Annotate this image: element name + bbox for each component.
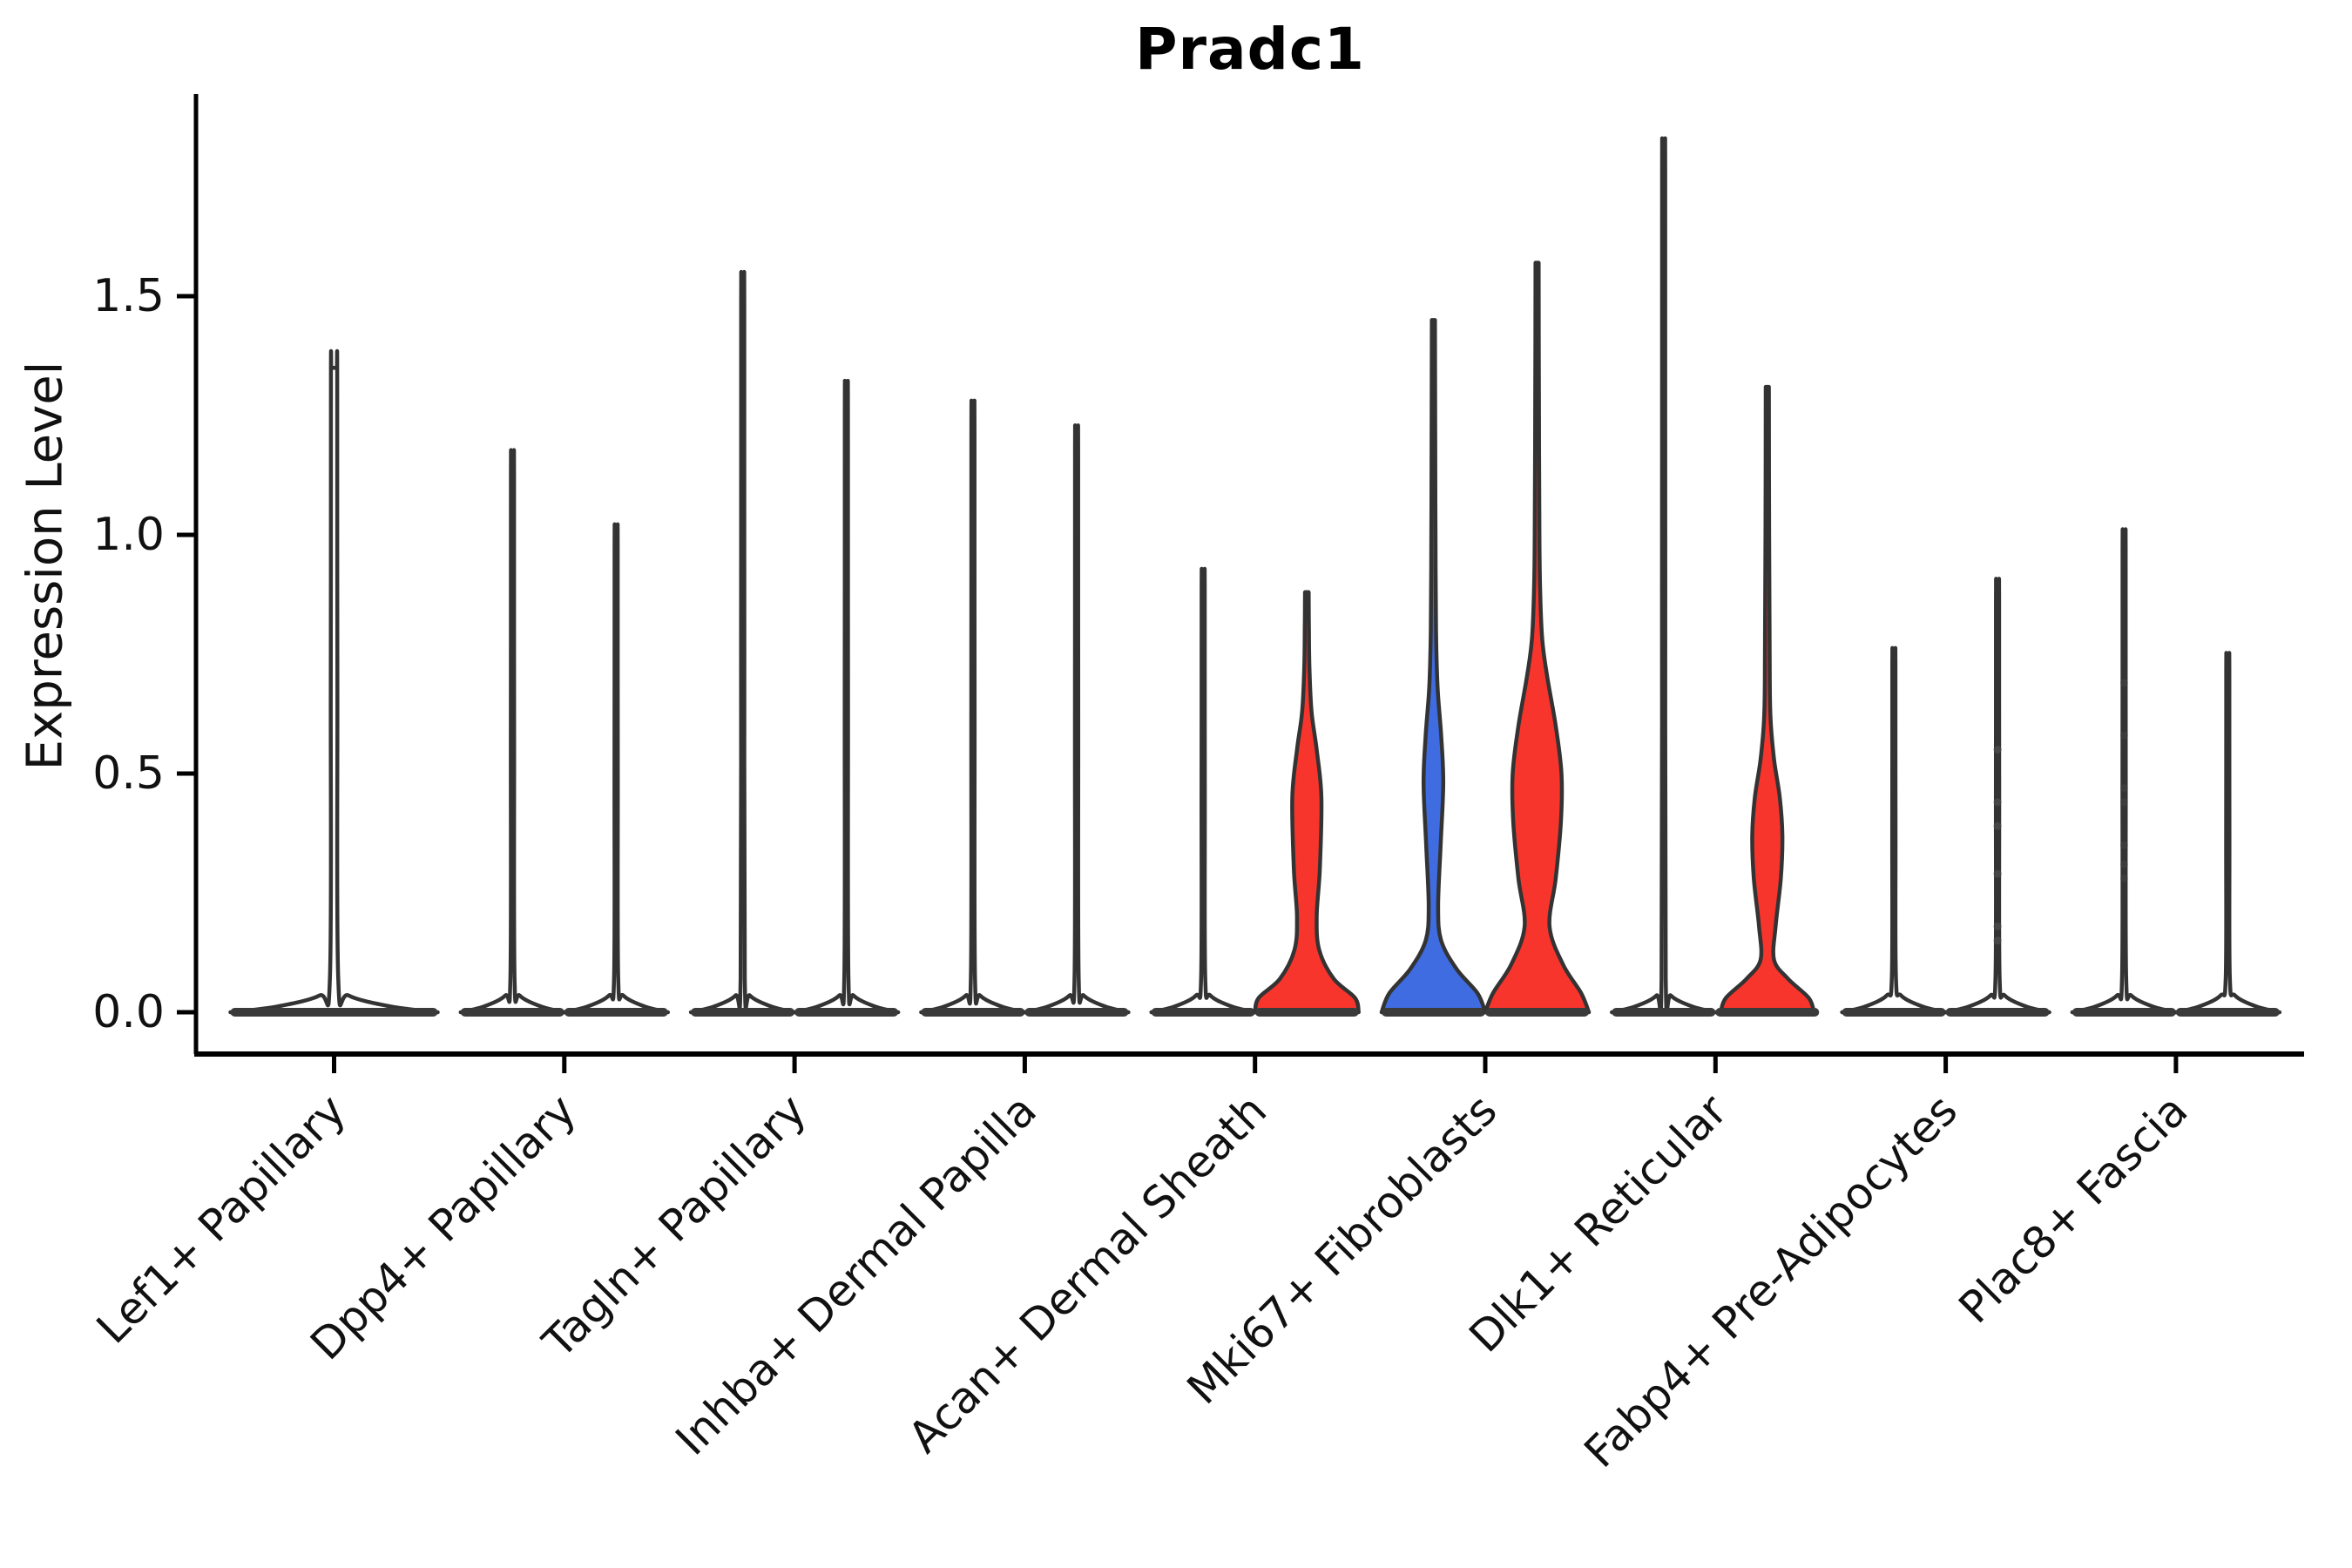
jitter-point [2119, 875, 2128, 883]
category-tick-label: Lef1+ Papillary [87, 1085, 355, 1353]
violin-base-bar [921, 1008, 1025, 1017]
category-tick-label: Plac8+ Fascia [1950, 1085, 2198, 1333]
jitter-point [2119, 783, 2128, 792]
violin-outline [1149, 566, 1257, 1015]
jitter-point [2119, 841, 2128, 849]
violin-base-bar [1024, 1008, 1129, 1017]
violin-base-bar [1151, 1008, 1255, 1017]
violin-base-bar [460, 1008, 564, 1017]
violin-blue [1379, 318, 1488, 1015]
violin-outline [688, 270, 797, 1015]
violin-red [1719, 384, 1816, 1015]
violin-base-bar [1945, 1008, 2050, 1017]
jitter-point [2119, 798, 2128, 807]
violin-outline [1943, 577, 2051, 1015]
violin-base-bar [1715, 1008, 1820, 1017]
violin-outline [228, 348, 440, 1015]
jitter-point [2119, 731, 2128, 740]
y-axis-label: Expression Level [17, 361, 74, 771]
violin-base-bar [1254, 1008, 1359, 1017]
violin-red [1483, 260, 1592, 1015]
y-tick-label: 0.5 [92, 747, 165, 800]
violin-outline [1610, 136, 1718, 1015]
violin-base-bar [1842, 1008, 1946, 1017]
violin-base-bar [794, 1008, 899, 1017]
violin-outline [1840, 645, 1948, 1015]
jitter-point [1993, 821, 2002, 830]
violin-base-bar [2072, 1008, 2176, 1017]
violin-base-bar [1612, 1008, 1716, 1017]
violin-outline [562, 522, 671, 1015]
violin-outline [2070, 527, 2179, 1015]
violin-red [1253, 590, 1361, 1015]
violin-base-bar [1382, 1008, 1485, 1017]
violin-base-bar [1485, 1008, 1589, 1017]
violin-base-bar [691, 1008, 795, 1017]
violin-outline [792, 378, 901, 1015]
jitter-point [1993, 746, 2002, 754]
chart-title: Pradc1 [1135, 16, 1365, 83]
y-tick-label: 1.5 [92, 270, 165, 322]
jitter-point [2119, 860, 2128, 868]
jitter-point [1993, 869, 2002, 878]
y-tick-label: 1.0 [92, 509, 165, 561]
jitter-point [2119, 679, 2128, 687]
jitter-point [1993, 798, 2002, 807]
violin-outline [458, 448, 567, 1015]
jitter-point [1993, 936, 2002, 945]
violin-outline [2173, 651, 2282, 1015]
jitter-point [1993, 922, 2002, 930]
category-tick-label: Fabp4+ Pre-Adipocytes [1575, 1085, 1968, 1477]
violin-base-bar [2175, 1008, 2280, 1017]
violin-base-bar [564, 1008, 668, 1017]
y-tick-label: 0.0 [92, 986, 165, 1038]
violin-base-bar [230, 1008, 438, 1017]
violin-outline [1023, 423, 1131, 1015]
violin-outline [919, 398, 1027, 1015]
